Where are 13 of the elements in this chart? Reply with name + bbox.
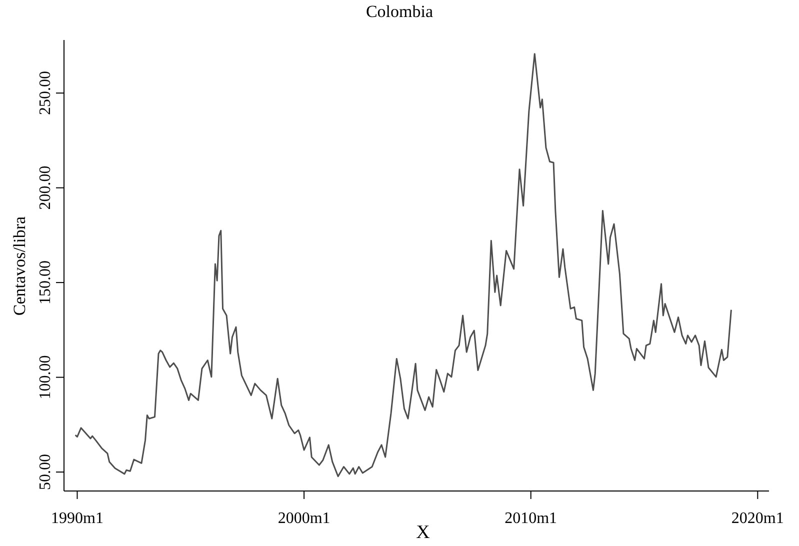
x-tick-label: 2000m1 (278, 510, 330, 527)
x-tick-label: 2010m1 (504, 510, 558, 527)
y-tick-label: 200.00 (37, 166, 54, 210)
x-axis-title: X (416, 522, 430, 543)
y-axis-title: Centavos/libra (10, 216, 30, 316)
y-tick-label: 50.00 (37, 454, 54, 490)
x-tick-label: 2020m1 (731, 510, 784, 527)
y-tick-label: 250.00 (37, 71, 54, 116)
x-tick-label: 1990m1 (51, 510, 104, 527)
y-tick-label: 100.00 (37, 355, 54, 400)
chart-title: Colombia (364, 2, 434, 22)
line-series (74, 53, 732, 478)
y-tick-label: 150.00 (37, 260, 54, 305)
